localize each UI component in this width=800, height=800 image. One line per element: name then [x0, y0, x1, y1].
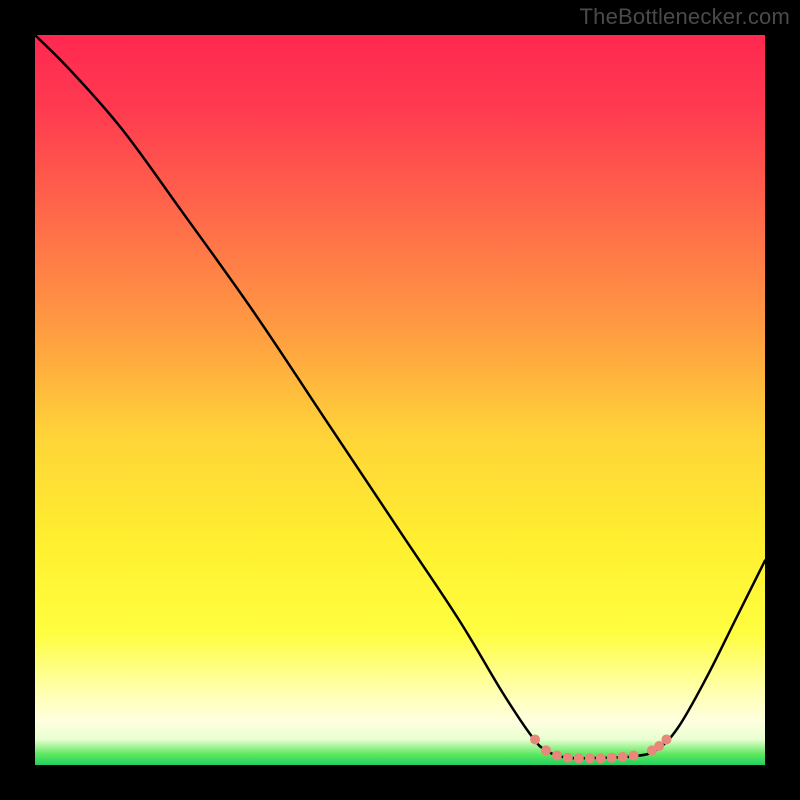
bottleneck-chart [0, 0, 800, 800]
optimal-marker [530, 734, 540, 744]
watermark-text: TheBottlenecker.com [580, 4, 790, 30]
optimal-marker [585, 753, 595, 763]
optimal-marker [661, 734, 671, 744]
optimal-marker [596, 753, 606, 763]
chart-frame: TheBottlenecker.com [0, 0, 800, 800]
optimal-marker [618, 752, 628, 762]
optimal-marker [563, 753, 573, 763]
optimal-marker [541, 745, 551, 755]
optimal-marker [552, 751, 562, 761]
optimal-marker [629, 751, 639, 761]
optimal-marker [574, 753, 584, 763]
chart-background [35, 35, 765, 765]
optimal-marker [607, 753, 617, 763]
